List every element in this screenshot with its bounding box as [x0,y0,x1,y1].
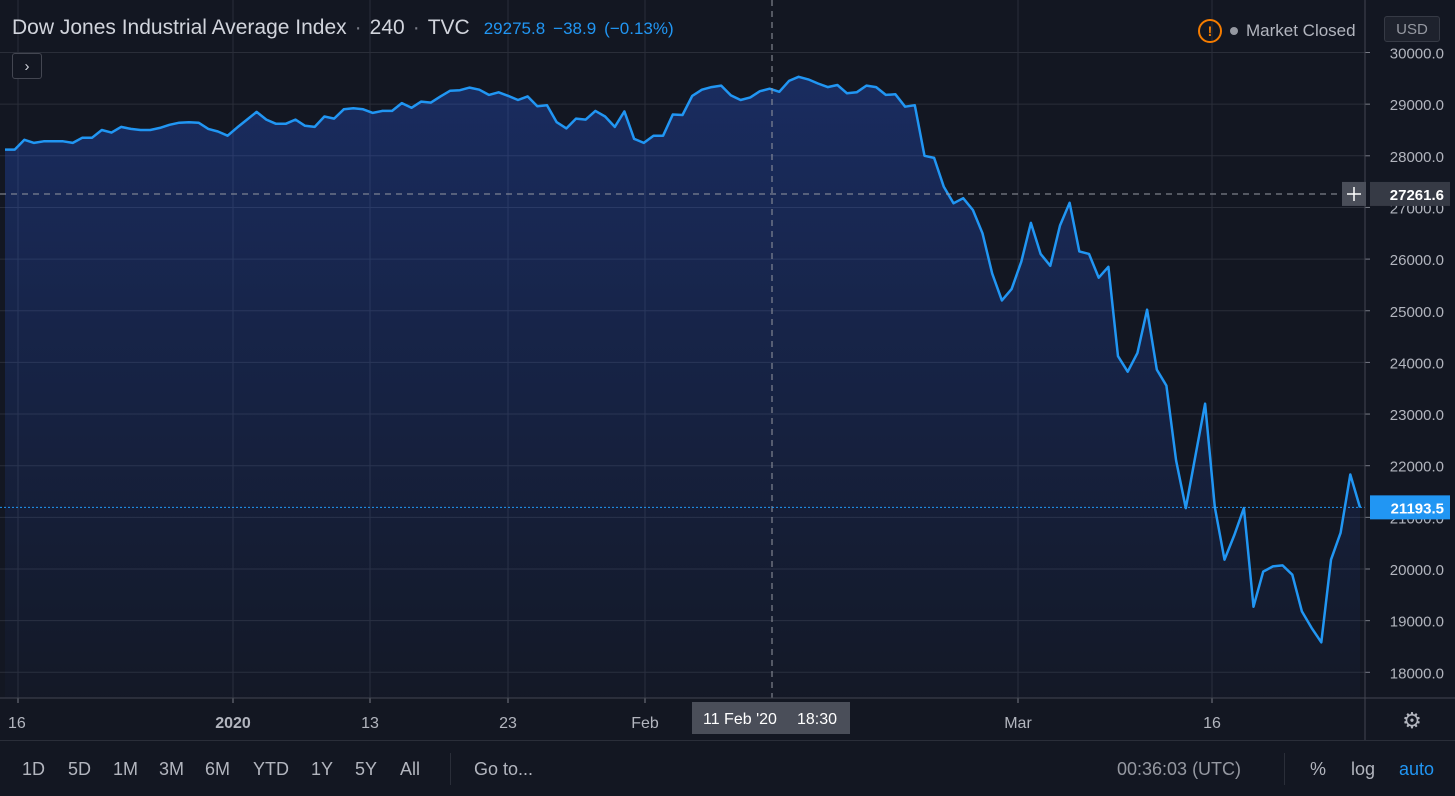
x-tick-label: 23 [499,715,517,732]
auto-scale-button[interactable]: auto [1399,759,1435,779]
range-all-button[interactable]: All [400,759,421,779]
y-tick-label: 22000.0 [1390,459,1444,476]
interval-label[interactable]: 240 [369,16,405,39]
last-price-label: 21193.5 [1391,500,1444,517]
plus-icon [1347,186,1361,201]
y-tick-label: 25000.0 [1390,304,1444,321]
range-1m-button[interactable]: 1M [113,759,139,779]
market-status[interactable]: ! Market Closed [1198,19,1356,43]
area-fill [5,76,1360,699]
x-tick-label: 16 [8,715,26,732]
bottom-toolbar: 1D 5D 1M 3M 6M YTD 1Y 5Y All Go to... 00… [0,740,1455,796]
y-tick-label: 26000.0 [1390,252,1444,269]
crosshair-date-bg [692,702,850,734]
y-tick-label: 20000.0 [1390,562,1444,579]
y-tick-label: 19000.0 [1390,614,1444,631]
chart-legend: Dow Jones Industrial Average Index · 240… [12,16,674,40]
range-ytd-button[interactable]: YTD [253,759,289,779]
price-area [5,75,1362,699]
time-axis[interactable]: 16 2020 13 23 Feb Mar 16 11 Feb '20 18:30 [0,697,1455,734]
log-scale-button[interactable]: log [1351,759,1376,779]
crosshair-time-label: 18:30 [797,711,837,728]
range-1y-button[interactable]: 1Y [311,759,334,779]
goto-button[interactable]: Go to... [474,759,534,779]
crosshair-date-label: 11 Feb '20 [703,711,777,728]
y-tick-label: 30000.0 [1390,46,1444,63]
market-status-text: Market Closed [1246,21,1356,40]
toolbar-divider [450,753,451,785]
utc-clock[interactable]: 00:36:03 (UTC) [1117,759,1242,779]
warning-icon[interactable]: ! [1198,19,1222,43]
last-value: 29275.8 [483,19,546,38]
price-axis[interactable]: 30000.029000.028000.027000.026000.025000… [1342,0,1450,740]
chart-area[interactable]: 30000.0 29000.0 28000.0 27000.0 26000.0 25000… [0,0,1455,740]
x-tick-label: 2020 [215,715,251,732]
percent-scale-button[interactable]: % [1310,759,1327,779]
x-tick-label: 16 [1203,715,1221,732]
currency-badge[interactable]: USD [1384,16,1440,42]
expand-legend-button[interactable]: › [12,53,42,79]
y-tick-label: 29000.0 [1390,97,1444,114]
symbol-name[interactable]: Dow Jones Industrial Average Index [12,16,347,39]
y-tick-label: 18000.0 [1390,665,1444,682]
crosshair-price-label: 27261.6 [1390,187,1444,204]
change-percent: (−0.13%) [604,19,674,38]
x-tick-label: Feb [631,715,659,732]
range-5y-button[interactable]: 5Y [355,759,378,779]
y-tick-label: 28000.0 [1390,149,1444,166]
crosshair-price-bg [1370,181,1450,206]
price-chart[interactable]: 30000.029000.028000.027000.026000.025000… [0,0,1455,740]
x-tick-label: 13 [361,715,379,732]
range-1d-button[interactable]: 1D [22,759,46,779]
x-tick-label: Mar [1004,715,1032,732]
price-series-line [5,75,1362,644]
legend-separator: · [412,16,420,39]
toolbar-divider [1284,753,1285,785]
exchange-label: TVC [427,16,470,39]
settings-gear-icon[interactable]: ⚙ [1402,708,1422,733]
range-3m-button[interactable]: 3M [159,759,185,779]
crosshair-overlay [0,0,1365,698]
y-tick-label: 24000.0 [1390,355,1444,372]
y-tick-label: 23000.0 [1390,407,1444,424]
chevron-right-icon: › [24,57,30,75]
range-5d-button[interactable]: 5D [68,759,92,779]
range-6m-button[interactable]: 6M [205,759,231,779]
status-dot-icon [1230,27,1238,35]
change-value: −38.9 [553,19,597,38]
legend-separator: · [354,16,362,39]
last-price-bg [1370,495,1450,520]
